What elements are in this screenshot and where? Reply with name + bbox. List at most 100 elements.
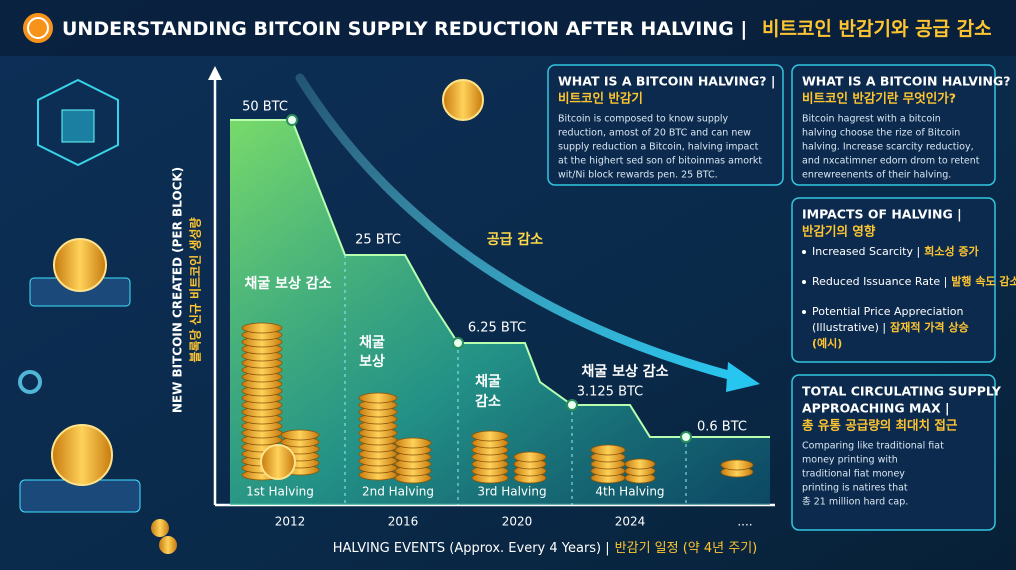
panel-title-ko: 반감기의 영향: [802, 224, 876, 239]
item-ko: 잠재적 가격 상승: [890, 320, 969, 334]
halving-label: 3rd Halving: [477, 485, 546, 499]
item: Potential Price Appreciation: [812, 305, 963, 318]
step-label: 25 BTC: [355, 233, 401, 248]
annotation: 채굴: [359, 335, 385, 351]
panel-title-ko: 총 유통 공급량의 최대치 접근: [802, 418, 958, 433]
panel: [791, 374, 996, 531]
item: (Illustrative) | 잠재적 가격 상승: [812, 320, 969, 334]
left-icons: [18, 78, 177, 554]
dot: [680, 431, 692, 443]
panel-title-ko: 비트코인 반감기: [558, 91, 643, 106]
panel-body: at the highert sed son of bitoinmas amor…: [558, 156, 762, 167]
annotation: 보상: [359, 354, 385, 370]
coin: [471, 430, 509, 442]
year-label: 2012: [275, 515, 306, 529]
coin-face: [260, 444, 296, 480]
coin-stacks: [241, 79, 754, 484]
panel-body: reduction, amost of 20 BTC and can new: [558, 128, 751, 139]
y-axis-title-ko: 블록당 신규 비트코인 생성량: [188, 217, 203, 362]
x-axis-title-ko: 반감기 일정 (약 4년 주기): [615, 541, 758, 556]
halving-label: 2nd Halving: [362, 485, 434, 499]
panel-title: WHAT IS A BITCOIN HALVING? |: [558, 74, 775, 89]
panel: [791, 197, 996, 363]
coin: [241, 322, 283, 334]
labels: NEW BITCOIN CREATED (PER BLOCK) 블록당 신규 비트…: [171, 64, 1016, 556]
x-axis-title-en: HALVING EVENTS (Approx. Every 4 Years) |: [333, 541, 610, 556]
x-axis-title: HALVING EVENTS (Approx. Every 4 Years) |…: [333, 541, 758, 556]
year-label: 2016: [388, 515, 419, 529]
coin-icon: [151, 519, 169, 537]
item-en: (Illustrative) |: [812, 321, 886, 334]
coin-icon: [51, 424, 113, 486]
coin: [280, 429, 320, 441]
title: UNDERSTANDING BITCOIN SUPPLY REDUCTION A…: [62, 18, 992, 40]
coin: [394, 437, 432, 449]
panel-title-ko: 비트코인 반감기란 무엇인가?: [802, 91, 956, 106]
item: Increased Scarcity | 희소성 증가: [812, 244, 979, 258]
bullet: [802, 310, 806, 314]
panel-body: Comparing like traditional fiat: [802, 441, 944, 452]
title-ko: 비트코인 반감기와 공급 감소: [762, 18, 992, 40]
panel-body: enrewreenents of their halving.: [802, 170, 951, 181]
gear-icon: [18, 370, 42, 394]
coin-icon: [53, 238, 107, 292]
item: Reduced Issuance Rate | 발행 속도 감소: [812, 274, 1016, 288]
coin-face: [442, 79, 484, 121]
dot: [452, 337, 464, 349]
panel-body: halving. Increase scarcity reductioy,: [802, 142, 974, 153]
dot: [286, 114, 298, 126]
annotation: 채굴 보상 감소: [244, 275, 331, 292]
step-dots: [286, 114, 692, 443]
panel-body: halving choose the rize of Bitcoin: [802, 128, 960, 139]
annotation: 채굴 보상 감소: [581, 363, 668, 380]
header-band: [0, 0, 1016, 56]
item-ko: 희소성 증가: [924, 244, 978, 258]
panel-body: wit/Ni block rewards pen. 25 BTC.: [558, 170, 718, 181]
coin: [590, 444, 626, 456]
item-ko: 발행 속도 감소: [951, 274, 1016, 288]
annotation: 감소: [475, 393, 501, 410]
coin-icon: [159, 536, 177, 554]
panel-title: IMPACTS OF HALVING |: [802, 207, 962, 222]
coin: [624, 458, 656, 470]
panel-title: APPROACHING MAX |: [802, 401, 950, 416]
panel: [791, 64, 996, 186]
panel-title: WHAT IS A BITCOIN HALVING?: [802, 74, 1011, 89]
step-label: 0.6 BTC: [697, 420, 747, 435]
axis-arrow: [208, 66, 222, 80]
dot: [566, 399, 578, 411]
item-en: Reduced Issuance Rate |: [812, 275, 947, 288]
year-label: ....: [737, 515, 752, 529]
panel-body: money printing with: [802, 455, 898, 466]
panel-body: Bitcoin is composed to know supply: [558, 114, 729, 125]
coin: [720, 459, 754, 471]
supply-line: [230, 119, 770, 438]
item-en: Potential Price Appreciation: [812, 305, 963, 318]
dividers: [344, 255, 687, 505]
cube-icon: [37, 78, 119, 167]
annotation: 공급 감소: [487, 231, 544, 248]
bullet: [802, 280, 806, 284]
coin: [358, 392, 398, 404]
panel: [547, 64, 784, 186]
supply-arrow: [295, 73, 745, 383]
panel-body: traditional fiat money: [802, 469, 905, 480]
panel-body: 총 21 million hard cap.: [802, 497, 908, 508]
annotation: 채굴: [475, 374, 501, 390]
coin: [513, 451, 547, 463]
item-en: Increased Scarcity |: [812, 245, 920, 258]
item-ko: (예시): [812, 336, 842, 350]
y-axis-title: NEW BITCOIN CREATED (PER BLOCK): [171, 167, 185, 413]
panel-body: supply reduction a Bitcoin, halving impa…: [558, 142, 759, 153]
bullet: [802, 250, 806, 254]
chip-icon: [61, 109, 95, 143]
panel-title: TOTAL CIRCULATING SUPPLY: [802, 384, 1002, 399]
title-en: UNDERSTANDING BITCOIN SUPPLY REDUCTION A…: [62, 18, 747, 40]
step-label: 50 BTC: [242, 100, 288, 115]
logo-ring: [27, 17, 49, 39]
year-label: 2024: [615, 515, 646, 529]
step-label: 3.125 BTC: [577, 385, 644, 400]
arrow-head: [726, 362, 760, 392]
halving-label: 4th Halving: [595, 485, 664, 499]
